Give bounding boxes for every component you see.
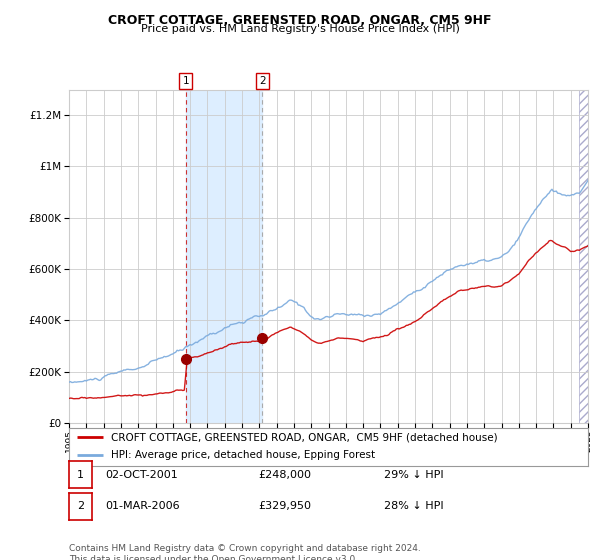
Bar: [186, 90, 262, 423]
Text: 28% ↓ HPI: 28% ↓ HPI: [384, 501, 443, 511]
Text: Price paid vs. HM Land Registry's House Price Index (HPI): Price paid vs. HM Land Registry's House …: [140, 24, 460, 34]
Text: £329,950: £329,950: [258, 501, 311, 511]
Text: 2: 2: [77, 501, 84, 511]
Text: 1: 1: [77, 470, 84, 480]
Text: 02-OCT-2001: 02-OCT-2001: [105, 470, 178, 480]
Text: Contains HM Land Registry data © Crown copyright and database right 2024.
This d: Contains HM Land Registry data © Crown c…: [69, 544, 421, 560]
Text: 2: 2: [259, 76, 266, 86]
Text: £248,000: £248,000: [258, 470, 311, 480]
Bar: [580, 90, 590, 423]
Text: 29% ↓ HPI: 29% ↓ HPI: [384, 470, 443, 480]
Text: HPI: Average price, detached house, Epping Forest: HPI: Average price, detached house, Eppi…: [110, 450, 374, 460]
Text: CROFT COTTAGE, GREENSTED ROAD, ONGAR, CM5 9HF: CROFT COTTAGE, GREENSTED ROAD, ONGAR, CM…: [108, 14, 492, 27]
Text: 1: 1: [182, 76, 189, 86]
Text: CROFT COTTAGE, GREENSTED ROAD, ONGAR,  CM5 9HF (detached house): CROFT COTTAGE, GREENSTED ROAD, ONGAR, CM…: [110, 432, 497, 442]
Bar: [580, 90, 590, 423]
Text: 01-MAR-2006: 01-MAR-2006: [105, 501, 179, 511]
